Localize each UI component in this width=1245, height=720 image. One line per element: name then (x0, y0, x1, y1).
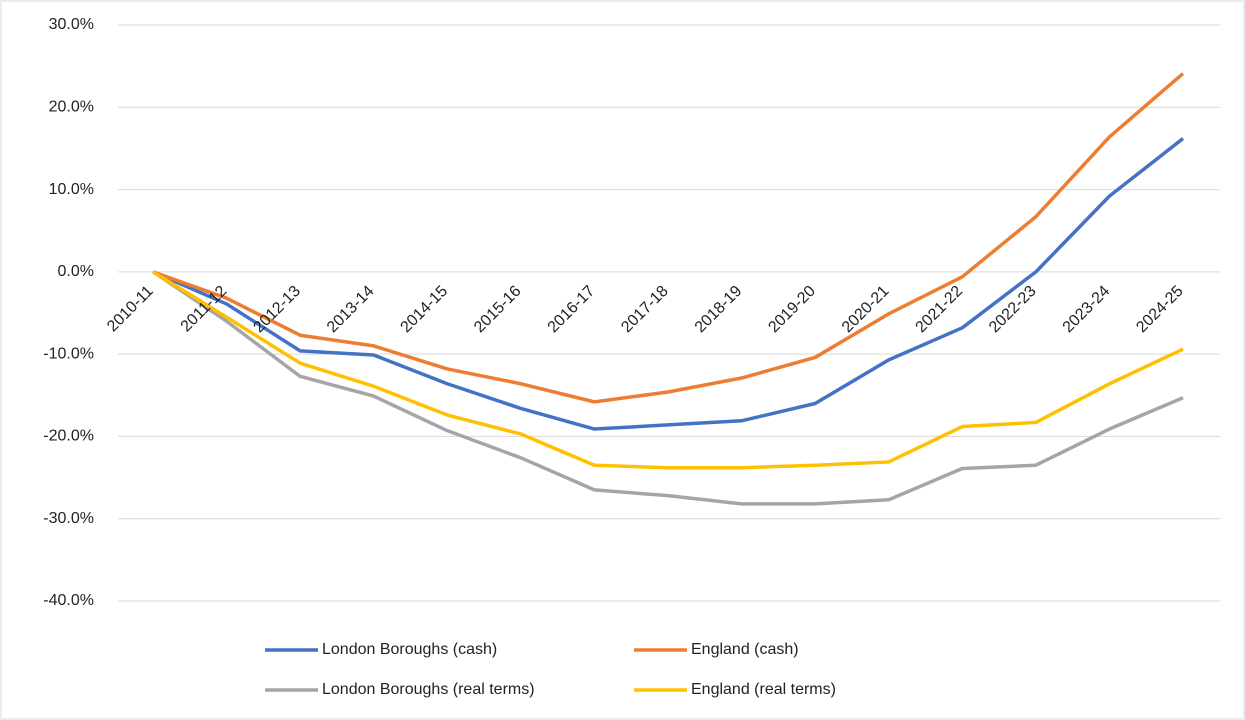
y-tick-label: 30.0% (49, 16, 94, 33)
x-tick-label: 2023-24 (1060, 283, 1114, 337)
y-tick-label: -40.0% (43, 592, 94, 609)
x-tick-label: 2015-16 (471, 283, 525, 337)
y-tick-label: 0.0% (58, 263, 94, 280)
x-tick-label: 2010-11 (104, 283, 157, 336)
x-tick-label: 2019-20 (765, 283, 819, 337)
x-tick-label: 2018-19 (692, 283, 746, 337)
legend-label: London Boroughs (real terms) (322, 681, 535, 698)
legend-label: England (cash) (691, 641, 799, 658)
x-tick-label: 2014-15 (398, 283, 452, 337)
series-line (152, 137, 1185, 431)
x-tick-label: 2013-14 (324, 283, 378, 337)
y-tick-label: 20.0% (49, 99, 94, 116)
y-tick-label: 10.0% (49, 181, 94, 198)
series-line (152, 270, 1184, 506)
y-tick-label: -30.0% (43, 510, 94, 527)
legend-label: London Boroughs (cash) (322, 641, 497, 658)
x-tick-label: 2012-13 (250, 283, 304, 337)
x-tick-label: 2016-17 (545, 283, 599, 337)
y-tick-label: -20.0% (43, 428, 94, 445)
series-line (152, 72, 1185, 404)
y-tick-label: -10.0% (43, 345, 94, 362)
x-tick-label: 2024-25 (1133, 283, 1187, 337)
series-line (152, 270, 1184, 470)
x-tick-label: 2017-18 (618, 283, 672, 337)
legend-label: England (real terms) (691, 681, 836, 698)
